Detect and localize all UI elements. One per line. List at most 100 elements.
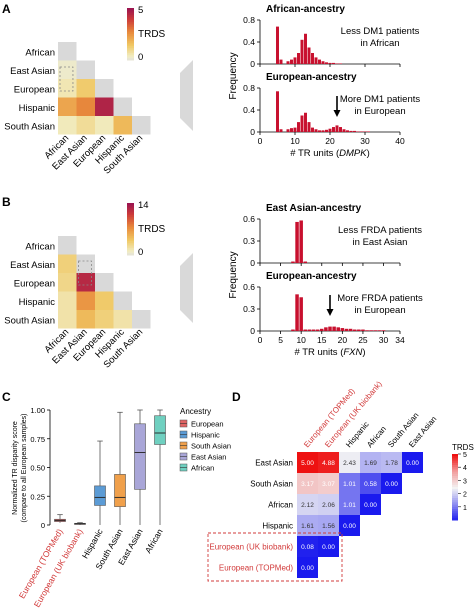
legend-min-label: 0 [138,247,143,258]
histogram-bar [311,127,314,132]
histogram-title: European-ancestry [266,271,357,282]
histogram-bar [314,57,318,64]
histogram-bar [311,53,314,64]
histogram-bar [340,328,345,331]
legend-gradient-step [452,504,458,508]
legend-gradient-step [452,495,458,499]
annotation-line-2: in European [354,106,405,117]
legend-max-label: 5 [138,5,143,16]
y-tick-label: 0.6 [243,282,255,292]
heatmap-cell [318,536,339,557]
legend-label: South Asian [191,442,231,451]
x-tick-label: 25 [358,335,368,345]
heatmap-cell [76,310,95,329]
legend-gradient-step [127,18,134,21]
histogram-bar [304,112,307,132]
legend-gradient-step [127,27,134,30]
legend-gradient-step [127,248,134,251]
heatmap-cell [360,473,381,494]
row-label: African [25,47,55,58]
panel-b-histograms: East Asian-ancestry 0.6 0.3 0 Less FRDA pati… [228,203,423,358]
cell-value: 2.12 [301,502,314,509]
heatmap-cell [318,494,339,515]
legend-gradient-step [452,480,458,484]
legend-gradient-step [452,509,458,512]
row-label: South Asian [4,315,55,326]
histogram-bar [293,127,297,132]
histogram-bar [339,127,342,132]
histogram-bar [307,329,312,331]
row-label: Hispanic [19,297,56,308]
heatmap-cell [339,515,360,536]
heatmap-cell [95,310,114,329]
legend-gradient-step [452,471,458,475]
heatmap-cell [76,273,95,292]
legend-gradient-step [452,465,458,468]
histogram-bar [328,128,332,132]
highlight-box [59,66,74,92]
arrow-head [326,309,334,316]
legend-gradient-step [452,515,458,519]
annotation-line-2: in African [360,38,399,49]
legend-gradient-step [127,222,134,225]
heatmap-cell [58,42,77,61]
row-label: European [14,84,55,95]
heatmap-cell [95,291,114,310]
cell-value: 2.06 [322,502,335,509]
y-tick-label: 0.6 [243,214,255,224]
histogram-bar [276,91,279,132]
y-tick-label: 0 [250,326,255,336]
annotation-line-1: More FRDA patients [337,293,423,304]
legend-gradient-step [127,49,134,52]
legend-gradient-step [452,513,458,517]
heatmap-cell [58,79,77,98]
histogram-bar [286,129,290,132]
heatmap-cell [132,116,151,135]
x-tick-label: 0 [258,335,263,345]
legend-gradient-step [452,491,458,495]
legend-gradient-step [452,484,458,488]
histogram-bar [328,62,332,64]
legend-gradient-step [127,14,134,18]
legend-gradient-step [127,206,134,209]
legend-gradient-step [452,489,458,492]
y-tick-label: 0.50 [30,464,45,473]
heatmap-cell [402,452,423,473]
row-label: Hispanic [262,522,293,531]
legend-title: Ancestry [180,407,211,416]
legend-tick-label: 4 [463,465,467,472]
legend-gradient-step [127,25,134,28]
cell-value: 0.00 [301,565,314,572]
histogram-bar [311,329,316,331]
panel-b-heatmap: African East Asian European Hispanic South A… [4,236,151,370]
histogram-bar [353,130,356,132]
histogram-bar [332,127,335,132]
legend-gradient-step [452,458,458,462]
x-tick-label: 15 [317,335,327,345]
histogram-bar [297,122,300,132]
histogram-bar [325,62,328,64]
heatmap-cell [318,473,339,494]
x-tick-label: 34 [395,335,405,345]
row-label: African [268,501,293,510]
heatmap-cell [58,291,77,310]
heatmap-cell [76,79,95,98]
cell-value: 1.61 [301,523,314,530]
y-tick-label: 0.3 [243,236,255,246]
legend-gradient-step [127,227,134,230]
histogram-bar [381,330,386,331]
heatmap-cell [58,97,77,116]
legend-gradient-step [452,460,458,464]
x-tick-label: 20 [325,136,335,146]
histogram-bar [290,59,293,64]
histogram-bar [295,294,299,331]
histogram-bar [314,129,318,132]
panel-c-boxplot: 1.00 0.75 0.50 0.25 0 Normalized TR disparity… [12,406,231,609]
histogram-bar [286,61,290,64]
legend-gradient-step [127,249,134,253]
legend-gradient-step [127,9,134,12]
histogram-bar [300,39,304,64]
row-label: African [25,241,55,252]
legend-gradient-step [127,46,134,49]
x-tick-label: 30 [379,335,389,345]
